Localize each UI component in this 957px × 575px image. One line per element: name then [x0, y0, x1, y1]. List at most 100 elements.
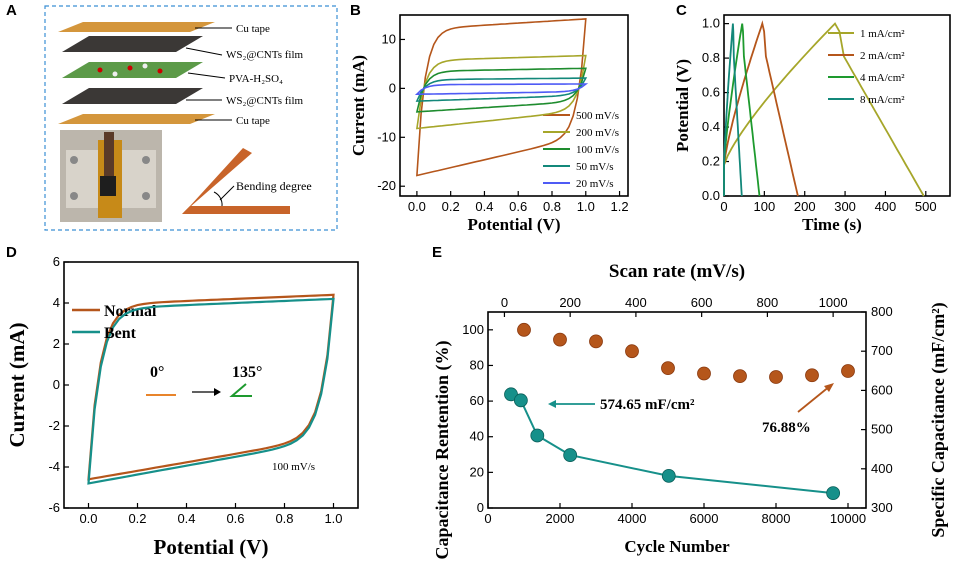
plot-frame: [487, 311, 867, 509]
capacitance-point: [826, 486, 841, 501]
bent-strip-icon: [229, 383, 252, 397]
x-tick-label: 0.4: [475, 199, 493, 214]
x-tick-label: 100: [754, 199, 776, 214]
x2-tick-label: 200: [559, 295, 581, 310]
retention-point: [589, 334, 603, 349]
y-tick-label: 0: [477, 500, 484, 515]
x-axis-label: Potential (V): [467, 215, 560, 234]
x-tick-label: 0: [484, 511, 491, 526]
retention-point: [841, 364, 855, 378]
annotation-arrow-7688: [797, 385, 831, 413]
gcd-curve-2: [723, 23, 761, 197]
cv-curve-500mVs: [416, 18, 587, 177]
capacitance-point: [563, 448, 578, 462]
y-tick-label: 4: [53, 295, 60, 310]
panel-letter-b: B: [350, 2, 361, 19]
electrolyte-layer: [62, 62, 203, 78]
x2-tick-label: 1000: [819, 295, 848, 310]
y-tick-label: 0.0: [702, 188, 720, 203]
x-tick-label: 4000: [618, 511, 647, 526]
y-axis-label: Current (mA): [5, 322, 29, 447]
x-tick-label: 1.0: [324, 511, 342, 526]
panel-letter-d: D: [6, 244, 17, 261]
y-tick-label: 100: [462, 322, 484, 337]
x-tick-label: 0: [720, 199, 727, 214]
capacitance-point: [513, 393, 528, 408]
y-tick-label: -6: [48, 500, 60, 515]
y-tick-label: 1.0: [702, 16, 720, 31]
cv-curve-50mVs: [415, 77, 588, 102]
y-tick-label: -4: [48, 459, 60, 474]
capacitance-point: [661, 468, 676, 483]
x-axis-label: Cycle Number: [624, 537, 730, 556]
panel-letter-a: A: [6, 2, 17, 19]
gcd-curve-0: [723, 22, 925, 197]
x-axis-label: Time (s): [802, 215, 862, 234]
y-axis-label: Capacitance Rentention (%): [432, 341, 453, 560]
legend-label: 50 mV/s: [576, 161, 614, 173]
schematic-label-ws2-bottom: WS₂@CNTs film: [226, 95, 304, 107]
y2-tick-label: 400: [871, 461, 893, 476]
y-tick-label: 20: [470, 464, 484, 479]
y2-tick-label: 300: [871, 500, 893, 515]
x-tick-label: 0.8: [543, 199, 561, 214]
x2-tick-label: 600: [691, 295, 713, 310]
x-tick-label: 0.0: [408, 199, 426, 214]
x-tick-label: 0.2: [128, 511, 146, 526]
legend-label: Bent: [104, 325, 137, 342]
x-tick-label: 200: [794, 199, 816, 214]
y-tick-label: 0.4: [702, 119, 720, 134]
y-tick-label: 0.2: [702, 154, 720, 169]
cv-curve-normal: [87, 293, 335, 481]
retention-point: [661, 361, 675, 376]
x-tick-label: 0.6: [226, 511, 244, 526]
x-tick-label: 500: [915, 199, 937, 214]
x-tick-label: 0.8: [275, 511, 293, 526]
capacitance-point: [530, 428, 545, 443]
y-tick-label: 10: [382, 31, 396, 46]
legend-label: 2 mA/cm²: [860, 50, 905, 62]
panel-letter-e: E: [432, 244, 443, 261]
plot-frame: [399, 14, 629, 197]
cu-tape-top: [58, 22, 215, 32]
retention-point: [805, 368, 819, 383]
y-tick-label: 0: [389, 80, 396, 95]
x2-tick-label: 800: [757, 295, 779, 310]
x-tick-label: 8000: [762, 511, 791, 526]
cv-curve-bent: [87, 297, 335, 485]
y-tick-label: 80: [470, 357, 484, 372]
y-tick-label: -2: [48, 418, 60, 433]
retention-point: [733, 369, 747, 384]
gcd-curve-1: [723, 20, 799, 197]
x2-axis-label: Scan rate (mV/s): [609, 261, 745, 282]
bend-strip-raised: [182, 148, 252, 214]
legend-label: 4 mA/cm²: [860, 72, 905, 84]
retention-point: [517, 322, 531, 337]
y2-tick-label: 500: [871, 422, 893, 437]
x2-tick-label: 0: [501, 295, 508, 310]
ws2-film-bottom: [62, 88, 203, 104]
x-tick-label: 1.0: [577, 199, 595, 214]
legend-label: 100 mV/s: [576, 144, 619, 156]
bend-label: Bending degree: [236, 179, 312, 193]
schematic-panel-a: Cu tape WS₂@CNTs film PVA-H₂SO₄ WS₂@CNTs…: [44, 5, 338, 231]
cv-curve-100mVs: [415, 67, 587, 113]
annotation-arrowhead-574: [548, 400, 556, 408]
y-axis-label: Current (mA): [349, 55, 368, 156]
y2-axis-label: Specific Capacitance (mF/cm²): [928, 302, 949, 537]
y2-tick-label: 600: [871, 382, 893, 397]
annotation-arrowhead-7688: [824, 383, 834, 392]
legend-label: 20 mV/s: [576, 178, 614, 190]
x2-tick-label: 400: [625, 295, 647, 310]
arrow-head: [214, 388, 221, 396]
x-tick-label: 0.4: [177, 511, 195, 526]
y-tick-label: -20: [377, 178, 396, 193]
schematic-label-cu-bottom: Cu tape: [236, 115, 270, 127]
retention-point: [697, 366, 711, 381]
angle-to-label: 135°: [232, 364, 262, 381]
legend-label: 500 mV/s: [576, 110, 619, 122]
legend-label: 200 mV/s: [576, 127, 619, 139]
cv-curve-20mVs: [414, 83, 589, 95]
x-axis-label: Potential (V): [154, 535, 269, 559]
